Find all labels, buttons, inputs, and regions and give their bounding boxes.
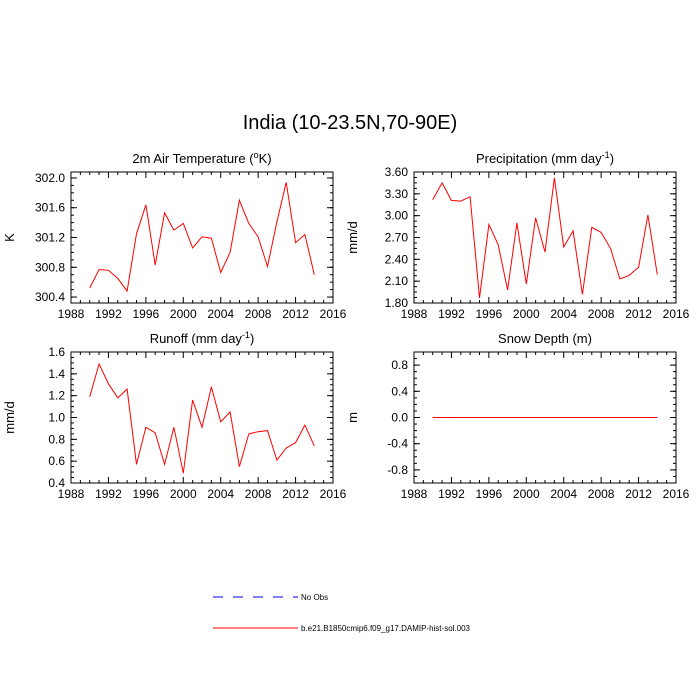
panel-title: 2m Air Temperature (oK) <box>132 150 271 166</box>
x-tick-label: 2008 <box>245 307 272 321</box>
panel-4: Snow Depth (m) m 1988 1992 1996 2000 2004 2008 2… <box>345 331 690 501</box>
y-tick-label: 0.0 <box>391 411 408 425</box>
y-tick-label: 1.4 <box>48 367 65 381</box>
x-tick-label: 2008 <box>588 307 615 321</box>
x-tick-label: 2012 <box>282 307 309 321</box>
x-tick-label: 2000 <box>170 487 197 501</box>
x-tick-label: 2008 <box>588 487 615 501</box>
x-tick-label: 1992 <box>95 307 122 321</box>
y-tick-label: 301.6 <box>35 201 65 215</box>
x-tick-label: 1996 <box>133 487 160 501</box>
y-axis-label: mm/d <box>2 401 17 434</box>
panel-2: Precipitation (mm day-1) mm/d 1988 1992 1996… <box>345 150 690 321</box>
x-tick-label: 2012 <box>625 307 652 321</box>
legend: No Obs b.e21.B1850cmip6.f09_g17.DAMIP-his… <box>213 593 471 633</box>
plot-frame <box>70 351 334 484</box>
y-tick-label: 3.60 <box>385 165 409 179</box>
y-tick-label: 2.70 <box>385 231 409 245</box>
x-tick-label: 1996 <box>133 307 160 321</box>
y-tick-label: 0.8 <box>48 432 65 446</box>
y-axis-label: mm/d <box>345 221 360 254</box>
panel-title: Runoff (mm day-1) <box>150 330 255 346</box>
x-tick-label: 2008 <box>245 487 272 501</box>
x-tick-label: 2004 <box>550 487 577 501</box>
y-tick-label: 3.00 <box>385 209 409 223</box>
y-tick-label: 300.8 <box>35 260 65 274</box>
x-tick-label: 1996 <box>476 487 503 501</box>
x-tick-label: 2016 <box>320 307 347 321</box>
y-tick-label: -0.8 <box>387 463 408 477</box>
x-tick-label: 2004 <box>207 307 234 321</box>
y-tick-label: 0.6 <box>48 454 65 468</box>
y-tick-label: 3.30 <box>385 187 409 201</box>
y-tick-label: 1.6 <box>48 345 65 359</box>
x-tick-label: 2016 <box>320 487 347 501</box>
y-tick-label: 0.4 <box>391 384 408 398</box>
y-axis-label: K <box>2 233 17 242</box>
panel-3: Runoff (mm day-1) mm/d 1988 1992 1996 2000 200… <box>2 330 347 501</box>
x-tick-label: 2004 <box>550 307 577 321</box>
y-tick-label: 1.0 <box>48 411 65 425</box>
series-line <box>89 362 315 474</box>
y-tick-label: -0.4 <box>387 437 408 451</box>
x-tick-label: 1988 <box>58 487 85 501</box>
y-tick-label: 1.80 <box>385 296 409 310</box>
x-tick-label: 2012 <box>625 487 652 501</box>
y-tick-label: 302.0 <box>35 171 65 185</box>
series-line <box>432 177 658 298</box>
x-tick-label: 2016 <box>663 307 690 321</box>
panel-title: Precipitation (mm day-1) <box>476 150 614 166</box>
x-tick-label: 2000 <box>170 307 197 321</box>
x-tick-label: 1992 <box>438 307 465 321</box>
x-tick-label: 1996 <box>476 307 503 321</box>
x-tick-label: 2012 <box>282 487 309 501</box>
y-tick-label: 0.8 <box>391 358 408 372</box>
x-tick-label: 2000 <box>513 487 540 501</box>
y-axis-label: m <box>345 412 360 423</box>
y-tick-label: 2.40 <box>385 252 409 266</box>
series-line <box>89 182 315 293</box>
y-tick-label: 0.4 <box>48 476 65 490</box>
legend-label-no-obs: No Obs <box>301 593 328 602</box>
x-tick-label: 1988 <box>58 307 85 321</box>
panel-title: Snow Depth (m) <box>498 331 592 346</box>
panel-1: 2m Air Temperature (oK) K 1988 1992 1996 2000… <box>2 150 347 321</box>
y-tick-label: 300.4 <box>35 290 65 304</box>
plot-frame <box>413 171 677 304</box>
x-tick-label: 1988 <box>401 487 428 501</box>
figure-title: India (10-23.5N,70-90E) <box>242 112 458 134</box>
y-tick-label: 301.2 <box>35 231 65 245</box>
x-tick-label: 2000 <box>513 307 540 321</box>
legend-label-model: b.e21.B1850cmip6.f09_g17.DAMIP-hist-sol.… <box>301 624 471 633</box>
x-tick-label: 2016 <box>663 487 690 501</box>
x-tick-label: 2004 <box>207 487 234 501</box>
x-tick-label: 1992 <box>95 487 122 501</box>
y-tick-label: 1.2 <box>48 389 65 403</box>
x-tick-label: 1992 <box>438 487 465 501</box>
y-tick-label: 2.10 <box>385 274 409 288</box>
x-tick-label: 1988 <box>401 307 428 321</box>
